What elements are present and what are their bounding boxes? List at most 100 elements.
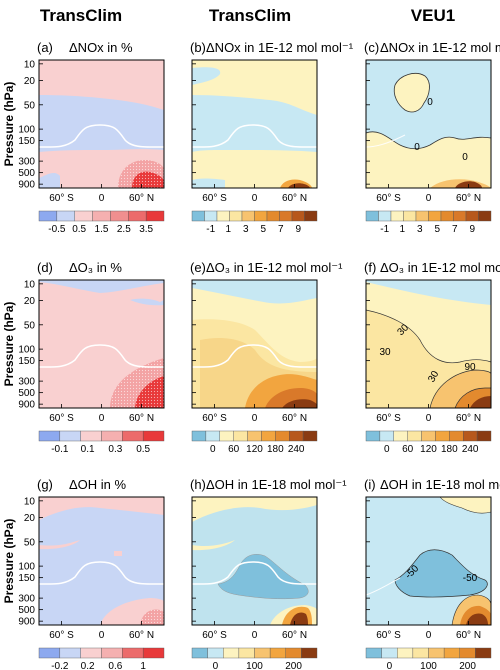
x-tick-label: 60° S [376,630,401,641]
colorbar-label: 3 [243,224,249,235]
y-tick-label: 150 [18,136,35,147]
colorbar-segment [428,647,445,659]
y-tick-label: 100 [18,562,35,573]
colorbar-label: 60 [402,444,414,455]
colorbar-label: 180 [441,444,458,455]
colorbar-segment [435,430,450,442]
colorbar-segment [415,210,429,222]
colorbar-label: 2.5 [117,224,131,235]
contour-label: 90 [464,362,476,373]
colorbar-label: 0.6 [108,661,122,670]
colorbar-label: 3.5 [139,224,153,235]
colorbar-segment [241,210,255,222]
panel-title: ΔOH in 1E-18 mol mol⁻¹ [206,477,347,492]
colorbar-segment [56,210,75,222]
colorbar-label: 0.2 [81,661,95,670]
colorbar-label: 7 [452,224,458,235]
y-tick-label: 300 [18,157,35,168]
y-tick-label: 50 [24,537,36,548]
colorbar-segment [261,430,276,442]
y-tick-label: 500 [18,388,35,399]
colorbar-label: 9 [469,224,475,235]
panel-title: ΔO₃ in 1E-12 mol mol⁻¹ [380,260,500,275]
colorbar-segment [191,647,208,659]
panel-d [38,279,165,409]
column-title-3: VEU1 [411,6,455,25]
y-tick-label: 10 [24,59,36,70]
colorbar-label: 1 [225,224,231,235]
x-tick-label: 60° S [202,193,227,204]
colorbar-segment [223,647,240,659]
colorbar-label: 60 [228,444,240,455]
x-tick-label: 60° S [49,193,74,204]
panel-letter: (h) [190,477,206,492]
colorbar-segment [412,647,429,659]
colorbar-segment [279,210,293,222]
colorbar-segment [478,210,492,222]
y-tick-label: 900 [18,400,35,411]
colorbar-segment [142,647,165,659]
colorbar-segment [207,647,224,659]
panel-title: ΔOH in % [69,477,127,492]
colorbar-segment [275,430,290,442]
colorbar-segment [421,430,436,442]
contour-label: 0 [427,97,433,108]
panel-title: ΔNOx in % [69,40,133,55]
x-tick-label: 0 [252,193,258,204]
colorbar-label: 120 [420,444,437,455]
y-tick-label: 20 [24,513,36,524]
colorbar-label: 200 [285,661,302,670]
colorbar-segment [465,210,479,222]
colorbar-segment [463,430,478,442]
panel-letter: (c) [364,40,379,55]
colorbar-segment [38,210,58,222]
y-tick-label: 900 [18,617,35,628]
y-tick-label: 500 [18,168,35,179]
panel-b [191,59,318,189]
contour-label: 0 [462,152,468,163]
colorbar-segment [216,210,230,222]
x-tick-label: 0 [426,193,432,204]
y-tick-label: 100 [18,345,35,356]
colorbar-segment [301,647,318,659]
colorbar [38,647,165,659]
colorbar-label: 1.5 [95,224,109,235]
panel-letter: (a) [37,40,53,55]
y-tick-label: 20 [24,76,36,87]
colorbar-segment [440,210,454,222]
column-title-2: TransClim [209,6,291,25]
colorbar-segment [110,210,129,222]
colorbar-segment [379,430,394,442]
panel-title: ΔOH in 1E-18 mol mol⁻¹ [380,477,500,492]
colorbar-segment [266,210,280,222]
colorbar-segment [233,430,248,442]
colorbar-label: 7 [278,224,284,235]
colorbar [365,210,492,222]
y-tick-label: 150 [18,573,35,584]
panel-letter: (e) [190,260,206,275]
panel-title: ΔO₃ in % [69,260,122,275]
colorbar-segment [229,210,243,222]
colorbar-label: 3 [417,224,423,235]
colorbar [365,647,492,659]
x-tick-label: 0 [99,193,105,204]
y-axis-label: Pressure (hPa) [2,302,16,387]
colorbar-segment [397,647,414,659]
x-tick-label: 60° N [282,193,307,204]
panel-i: -50 -50 [365,496,492,626]
y-tick-label: 150 [18,356,35,367]
y-tick-label: 100 [18,125,35,136]
x-tick-label: 60° N [282,413,307,424]
colorbar-label: 5 [260,224,266,235]
y-tick-label: 10 [24,279,36,290]
colorbar-segment [393,430,408,442]
y-tick-label: 50 [24,320,36,331]
colorbar-segment [219,430,234,442]
panel-title: ΔNOx in 1E-12 mol mol⁻¹ [380,40,500,55]
colorbar-segment [205,430,220,442]
x-tick-label: 0 [99,630,105,641]
colorbar [38,430,165,442]
y-tick-label: 300 [18,377,35,388]
colorbar-segment [59,647,81,659]
